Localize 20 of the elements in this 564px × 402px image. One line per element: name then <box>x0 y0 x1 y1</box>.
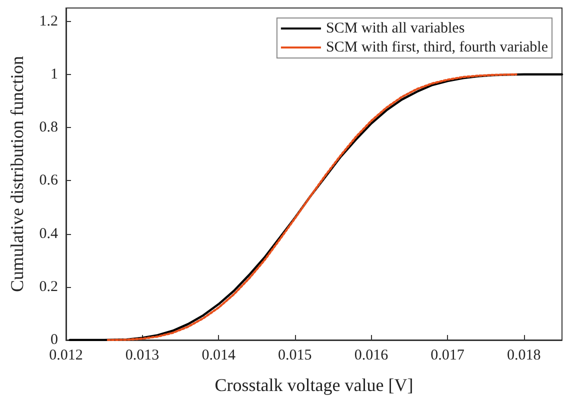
y-tick-label: 1.2 <box>39 13 58 30</box>
y-tick-label: 0.4 <box>39 226 58 242</box>
y-tick-label: 0.2 <box>39 278 58 295</box>
y-tick-label: 1 <box>50 66 58 82</box>
x-tick-label: 0.013 <box>125 348 160 364</box>
x-tick-label: 0.014 <box>202 348 236 364</box>
legend-label: SCM with first, third, fourth variable <box>326 40 548 56</box>
x-tick-label: 0.018 <box>506 348 541 364</box>
x-tick-label: 0.017 <box>430 348 465 364</box>
line-series <box>106 73 518 342</box>
x-tick-label: 0.016 <box>354 348 389 364</box>
line-series <box>68 73 564 342</box>
x-tick-label: 0.015 <box>278 348 312 364</box>
y-axis-title: Cumulative distribution function <box>7 56 27 292</box>
legend-label: SCM with all variables <box>326 20 465 36</box>
x-tick-label: 0.012 <box>49 348 83 364</box>
y-tick-label: 0 <box>50 332 58 348</box>
y-tick-label: 0.6 <box>39 172 58 189</box>
y-tick-label: 0.8 <box>39 120 58 136</box>
x-axis-title: Crosstalk voltage value [V] <box>214 375 414 395</box>
